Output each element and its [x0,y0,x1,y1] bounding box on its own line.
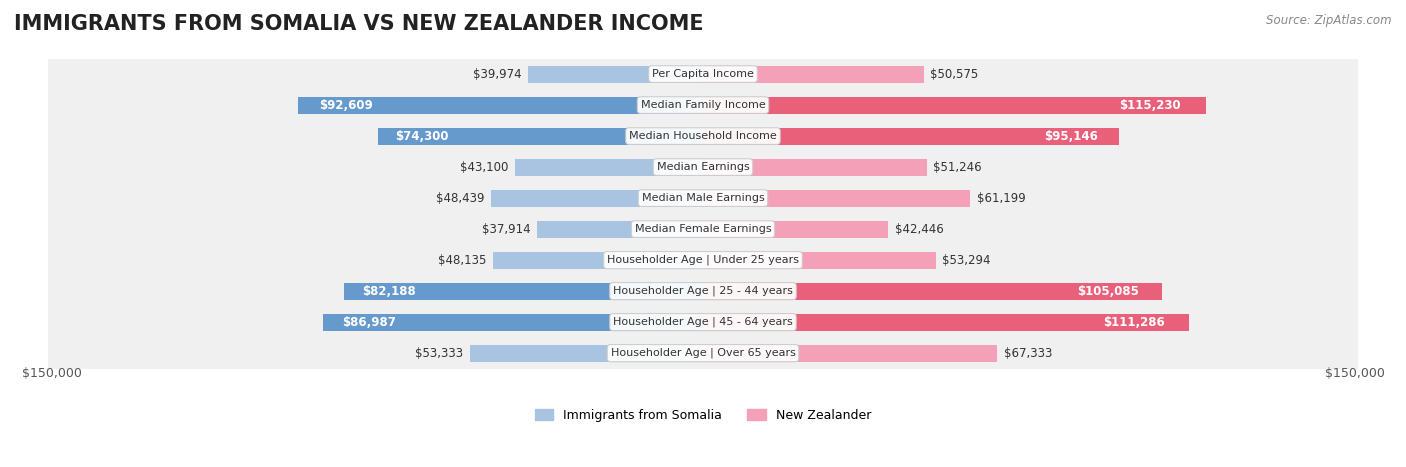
Text: $50,575: $50,575 [931,68,979,81]
Bar [48,152,1358,183]
Bar [48,276,1358,307]
Bar [703,252,936,269]
Text: $67,333: $67,333 [1004,347,1052,360]
Text: $43,100: $43,100 [460,161,508,174]
Text: $48,439: $48,439 [436,191,485,205]
Text: Median Earnings: Median Earnings [657,162,749,172]
Text: $115,230: $115,230 [1119,99,1181,112]
Text: Per Capita Income: Per Capita Income [652,69,754,79]
Text: Householder Age | Under 25 years: Householder Age | Under 25 years [607,255,799,265]
Bar [703,65,924,83]
Bar [48,120,1358,152]
Bar [703,220,889,238]
Text: $53,294: $53,294 [942,254,991,267]
Bar [48,90,1358,120]
Text: IMMIGRANTS FROM SOMALIA VS NEW ZEALANDER INCOME: IMMIGRANTS FROM SOMALIA VS NEW ZEALANDER… [14,14,703,34]
Bar [323,314,703,331]
Text: $61,199: $61,199 [977,191,1025,205]
Text: $74,300: $74,300 [395,129,449,142]
Text: Source: ZipAtlas.com: Source: ZipAtlas.com [1267,14,1392,27]
Bar [703,159,927,176]
Legend: Immigrants from Somalia, New Zealander: Immigrants from Somalia, New Zealander [530,403,876,427]
Text: $92,609: $92,609 [319,99,373,112]
Bar [48,213,1358,245]
Text: $150,000: $150,000 [1324,367,1385,380]
Text: $39,974: $39,974 [474,68,522,81]
Text: Median Family Income: Median Family Income [641,100,765,110]
Bar [703,127,1119,145]
Bar [298,97,703,113]
Text: Median Male Earnings: Median Male Earnings [641,193,765,203]
Text: $86,987: $86,987 [342,316,396,329]
Bar [703,97,1206,113]
Bar [703,314,1189,331]
Text: Householder Age | 25 - 44 years: Householder Age | 25 - 44 years [613,286,793,297]
Text: $53,333: $53,333 [415,347,464,360]
Bar [529,65,703,83]
Bar [492,252,703,269]
Text: Householder Age | Over 65 years: Householder Age | Over 65 years [610,348,796,358]
Text: $82,188: $82,188 [361,284,416,297]
Text: $95,146: $95,146 [1045,129,1098,142]
Text: Median Female Earnings: Median Female Earnings [634,224,772,234]
Bar [470,345,703,361]
Bar [48,307,1358,338]
Bar [703,345,997,361]
Bar [48,338,1358,368]
Text: $111,286: $111,286 [1104,316,1164,329]
Bar [515,159,703,176]
Text: $37,914: $37,914 [482,223,531,236]
Bar [703,283,1161,300]
Text: Householder Age | 45 - 64 years: Householder Age | 45 - 64 years [613,317,793,327]
Bar [492,190,703,206]
Text: $48,135: $48,135 [437,254,486,267]
Bar [703,190,970,206]
Bar [378,127,703,145]
Text: Median Household Income: Median Household Income [628,131,778,141]
Text: $42,446: $42,446 [896,223,943,236]
Text: $105,085: $105,085 [1077,284,1139,297]
Bar [537,220,703,238]
Bar [48,245,1358,276]
Bar [48,58,1358,90]
Text: $150,000: $150,000 [21,367,82,380]
Text: $51,246: $51,246 [934,161,981,174]
Bar [48,183,1358,213]
Bar [344,283,703,300]
